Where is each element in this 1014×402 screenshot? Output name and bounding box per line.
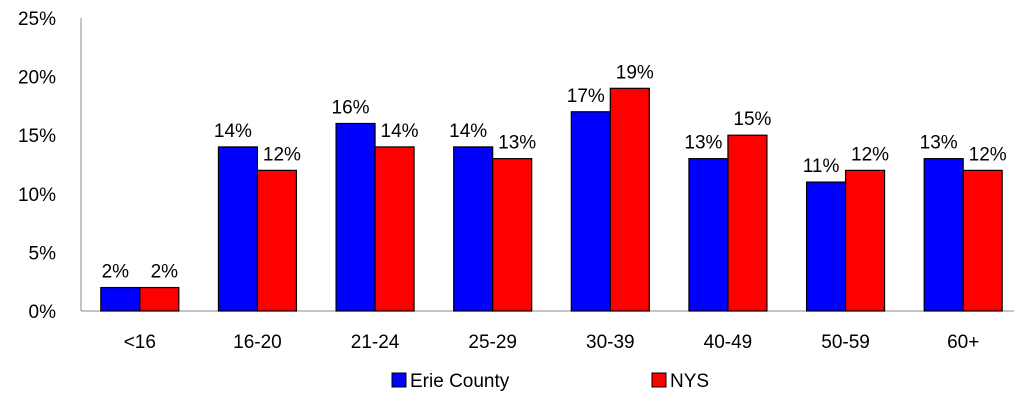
- bar-nys: [492, 158, 533, 312]
- bar-erie-county: [570, 111, 611, 312]
- y-tick-label: 25%: [18, 9, 56, 30]
- y-tick-label: 20%: [18, 68, 56, 89]
- y-tick-label: 5%: [29, 243, 57, 264]
- x-tick-label: 21-24: [351, 332, 400, 353]
- y-tick-label: 10%: [18, 185, 56, 206]
- data-label: 17%: [567, 86, 605, 107]
- x-tick-label: 25-29: [468, 332, 517, 353]
- legend: Erie County NYS: [391, 371, 709, 392]
- y-tick-label: 0%: [29, 302, 57, 323]
- data-label: 11%: [803, 156, 840, 177]
- legend-label: NYS: [670, 371, 709, 392]
- data-label: 14%: [214, 121, 252, 142]
- legend-swatch: [651, 372, 667, 388]
- data-labels: 2% 2% 14% 12% 16% 14% 14% 13% 17% 19% 13% 15% 11% 12%…: [102, 62, 1007, 282]
- data-label: 13%: [498, 133, 536, 154]
- legend-label: Erie County: [410, 371, 510, 392]
- x-tick-label: 60+: [947, 332, 979, 353]
- x-tick-label: 50-59: [821, 332, 870, 353]
- bar-erie-county: [453, 146, 494, 312]
- bar-nys: [609, 87, 650, 312]
- data-label: 14%: [381, 121, 419, 142]
- bar-erie-county: [805, 181, 847, 312]
- data-label: 19%: [616, 62, 654, 83]
- data-label: 16%: [332, 97, 370, 118]
- data-label: 15%: [733, 109, 771, 130]
- x-tick-label: 16-20: [233, 332, 282, 353]
- legend-swatch: [391, 372, 407, 388]
- bar-erie-county: [335, 122, 376, 312]
- data-label: 12%: [969, 144, 1007, 165]
- data-label: 2%: [102, 262, 130, 283]
- bar-nys: [256, 169, 298, 312]
- y-tick-label: 15%: [18, 126, 56, 147]
- bar-nys: [844, 169, 886, 312]
- x-tick-label: 40-49: [704, 332, 753, 353]
- bar-nys: [374, 146, 415, 312]
- y-axis: 0% 5% 10% 15% 20% 25%: [18, 9, 82, 323]
- data-label: 13%: [920, 133, 958, 154]
- data-label: 2%: [151, 262, 179, 283]
- data-label: 14%: [449, 121, 487, 142]
- bars: [100, 87, 1003, 312]
- data-label: 12%: [263, 144, 301, 165]
- data-label: 12%: [851, 144, 889, 165]
- x-tick-label: 30-39: [586, 332, 635, 353]
- bar-nys: [727, 134, 768, 312]
- x-axis: <16 16-20 21-24 25-29 30-39 40-49 50-59 60+: [81, 310, 1014, 353]
- bar-erie-county: [100, 286, 141, 312]
- bar-erie-county: [688, 158, 729, 312]
- bar-erie-county: [923, 158, 964, 312]
- x-tick-label: <16: [124, 332, 156, 353]
- data-label: 13%: [684, 133, 722, 154]
- bar-erie-county: [217, 146, 259, 312]
- bar-nys: [139, 286, 180, 312]
- bar-nys: [962, 169, 1003, 312]
